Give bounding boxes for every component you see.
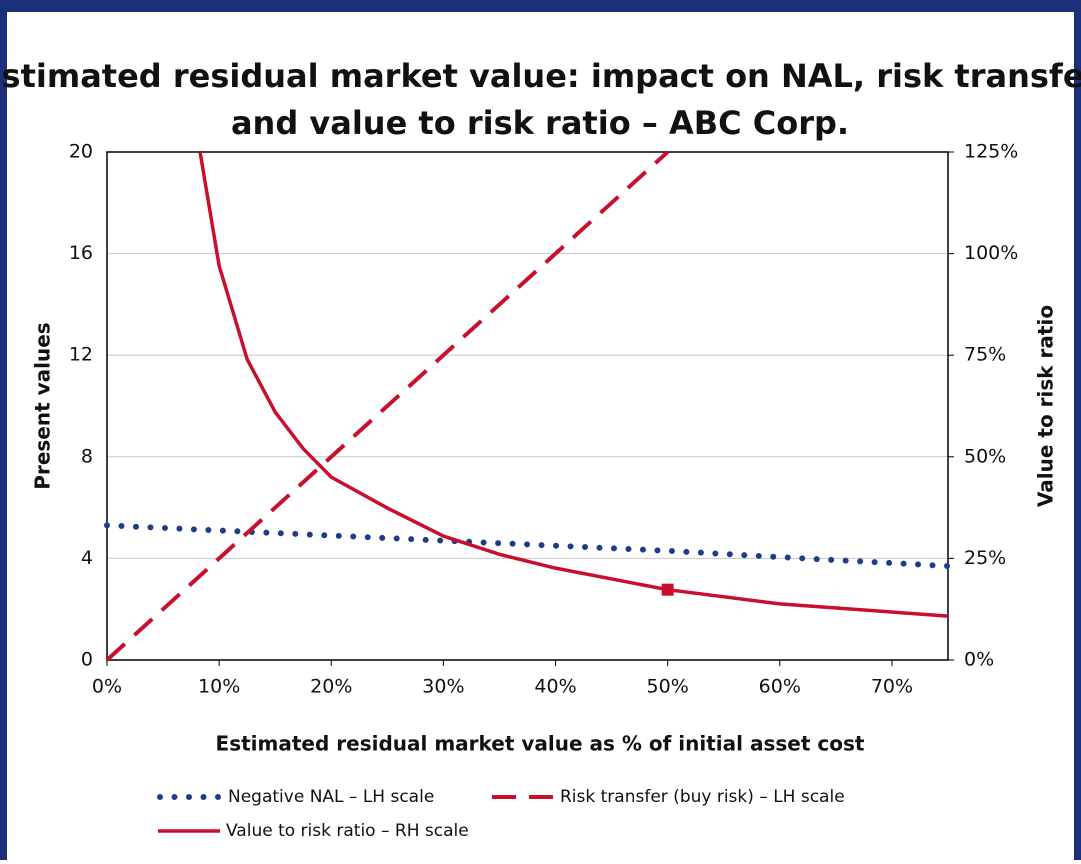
chart-title: and value to risk ratio – ABC Corp. — [231, 104, 849, 142]
x-tick-label: 50% — [647, 676, 689, 698]
x-axis-title: Estimated residual market value as % of … — [216, 732, 865, 756]
top-border — [0, 0, 1081, 12]
y-tick-label: 0 — [81, 649, 93, 671]
y-tick-label: 12 — [69, 344, 93, 366]
y2-tick-label: 75% — [964, 344, 1006, 366]
x-tick-label: 0% — [92, 676, 122, 698]
x-tick-label: 30% — [422, 676, 464, 698]
y2-axis-title: Value to risk ratio — [1034, 305, 1058, 507]
chart-title: Estimated residual market value: impact … — [0, 57, 1081, 95]
y2-tick-label: 50% — [964, 445, 1006, 467]
x-tick-label: 40% — [534, 676, 576, 698]
x-tick-label: 70% — [871, 676, 913, 698]
series-line — [198, 151, 949, 618]
left-border — [0, 0, 7, 860]
y2-tick-label: 125% — [964, 141, 1018, 163]
highlight-marker — [661, 583, 674, 596]
x-tick-label: 60% — [759, 676, 801, 698]
y-tick-label: 8 — [81, 445, 93, 467]
x-tick-label: 20% — [310, 676, 352, 698]
legend-label: Negative NAL – LH scale — [228, 787, 434, 807]
right-border — [1074, 0, 1081, 860]
plot-frame — [106, 151, 949, 661]
x-tick-label: 10% — [198, 676, 240, 698]
y-axis-title: Present values — [31, 322, 55, 489]
y2-tick-label: 100% — [964, 242, 1018, 264]
y2-tick-label: 25% — [964, 547, 1006, 569]
y-tick-label: 16 — [69, 242, 93, 264]
legend-label: Risk transfer (buy risk) – LH scale — [560, 787, 845, 807]
series-line — [105, 150, 670, 662]
y2-tick-label: 0% — [964, 649, 994, 671]
y-tick-label: 4 — [81, 547, 93, 569]
legend-label: Value to risk ratio – RH scale — [226, 821, 469, 841]
y-tick-label: 20 — [69, 141, 93, 163]
series-line — [104, 522, 951, 570]
